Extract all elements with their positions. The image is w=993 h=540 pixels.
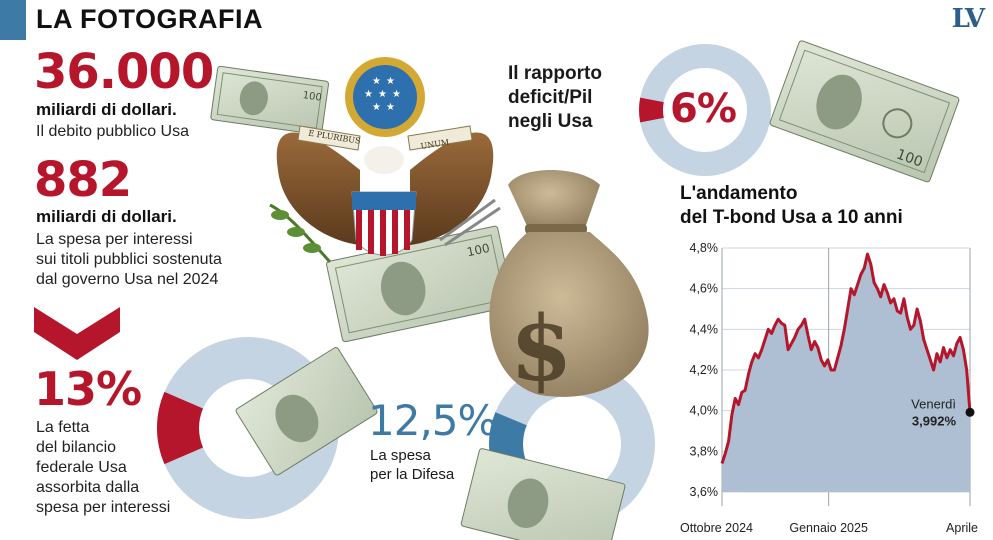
deficit-donut — [639, 44, 771, 176]
debt-desc: Il debito pubblico Usa — [36, 123, 189, 140]
tbond-chart: 4,8% 4,6% 4,4% 4,2% 4,0% 3,8% 3,6% Ottobre 2024… — [680, 241, 978, 535]
budget-share-desc-line-2: del bilancio — [36, 439, 117, 456]
svg-text:★: ★ — [392, 89, 401, 100]
tbond-area — [722, 254, 970, 492]
debt-unit: miliardi di dollari. — [36, 100, 177, 119]
page-title: LA FOTOGRAFIA — [36, 4, 263, 34]
annotation-value: 3,992% — [912, 413, 957, 428]
defense-value: 12,5% — [368, 396, 497, 445]
interest-desc-line-3: dal governo Usa nel 2024 — [36, 271, 219, 288]
svg-text:$: $ — [510, 296, 573, 402]
header-accent-bar — [0, 0, 26, 40]
y-tick-label: 4,0% — [690, 404, 719, 418]
interest-desc-line-1: La spesa per interessi — [36, 231, 193, 248]
latest-value-marker — [965, 407, 975, 417]
chart-title-line-1: L'andamento — [680, 183, 798, 204]
debt-value: 36.000 — [34, 44, 214, 100]
svg-text:★: ★ — [372, 102, 381, 113]
deficit-label-line-3: negli Usa — [508, 111, 593, 132]
x-tick-label: Ottobre 2024 — [680, 521, 753, 535]
budget-share-value: 13% — [34, 362, 142, 416]
interest-unit: miliardi di dollari. — [36, 207, 177, 226]
defense-desc-line-2: per la Difesa — [370, 466, 455, 483]
y-tick-label: 3,6% — [690, 485, 719, 499]
budget-share-desc-line-4: assorbita dalla — [36, 479, 140, 496]
dollar-bill-icon: 100 — [210, 65, 330, 136]
y-tick-label: 4,2% — [690, 363, 719, 377]
tbond-series-line — [720, 252, 972, 464]
svg-text:100: 100 — [302, 90, 322, 104]
dollar-bill-icon: 100 — [769, 40, 960, 183]
svg-text:★: ★ — [378, 89, 387, 100]
svg-text:★: ★ — [364, 89, 373, 100]
chart-title-line-2: del T-bond Usa a 10 anni — [680, 207, 903, 228]
publisher-logo: LV — [951, 4, 985, 34]
svg-text:★: ★ — [386, 102, 395, 113]
svg-text:★: ★ — [372, 76, 381, 87]
svg-text:★: ★ — [386, 76, 395, 87]
deficit-label-line-1: Il rapporto — [508, 63, 602, 84]
y-tick-label: 4,8% — [690, 241, 719, 255]
budget-share-desc-line-1: La fetta — [36, 419, 90, 436]
dollar-bill-icon — [235, 347, 378, 476]
svg-text:100: 100 — [466, 241, 491, 259]
svg-text:UNUM: UNUM — [420, 138, 450, 151]
dollar-bill-icon — [460, 448, 626, 540]
budget-share-desc-line-5: spesa per interessi — [36, 499, 171, 516]
defense-desc-line-1: La spesa — [370, 447, 431, 464]
y-tick-label: 3,8% — [690, 444, 719, 458]
annotation-label: Venerdì — [911, 396, 956, 411]
interest-value: 882 — [34, 152, 132, 208]
money-bag-icon: $ — [489, 170, 649, 402]
x-tick-label: Aprile — [946, 521, 978, 535]
budget-share-desc-line-3: federale Usa — [36, 459, 127, 476]
dollar-bill-icon: 100 — [326, 225, 515, 343]
eagle-seal-icon: ★ ★ ★ ★ ★ ★ ★ E PLURIBUS UNUM — [269, 57, 501, 264]
y-tick-label: 4,4% — [690, 322, 719, 336]
deficit-value: 6% — [670, 86, 737, 132]
x-tick-label: Gennaio 2025 — [789, 521, 868, 535]
interest-desc-line-2: sui titoli pubblici sostenuta — [36, 251, 222, 268]
deficit-label-line-2: deficit/Pil — [508, 87, 593, 108]
y-tick-label: 4,6% — [690, 282, 719, 296]
chevron-down-icon — [34, 307, 120, 360]
